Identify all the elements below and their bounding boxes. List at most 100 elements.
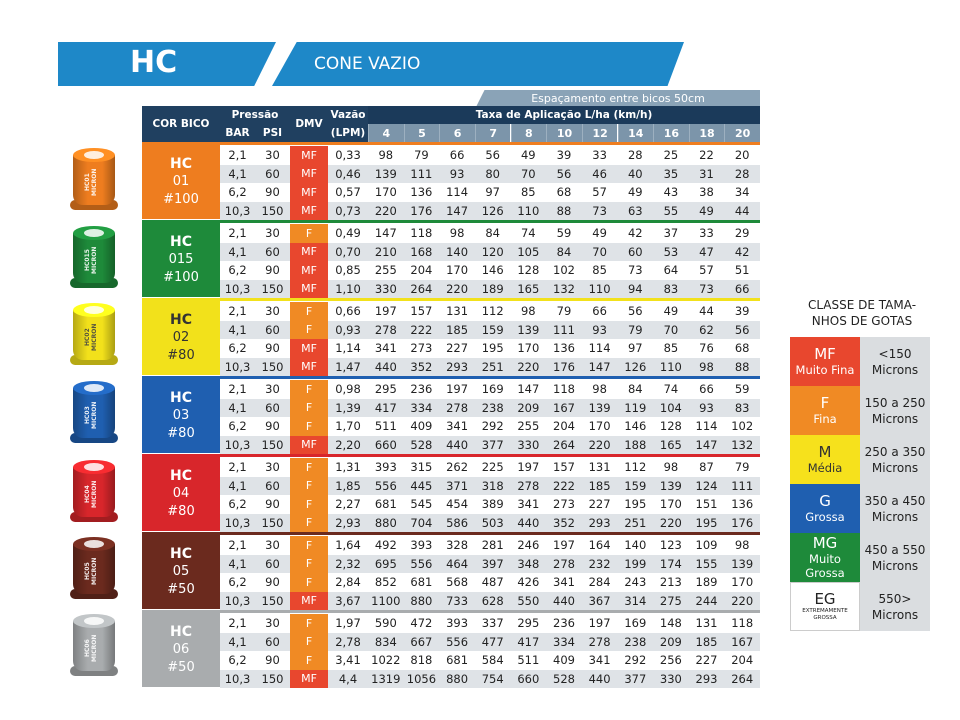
rate-cell: 146: [624, 419, 647, 434]
pressure-psi: 30: [265, 616, 280, 631]
rate-cell: 170: [659, 497, 682, 512]
legend-class: MF Muito Fina: [790, 337, 860, 386]
rate-cell: 586: [446, 515, 469, 530]
nozzle-body: [73, 467, 115, 517]
rate-cell: 38: [699, 185, 714, 200]
nozzle-01-icon: HC01 MICRON: [70, 148, 118, 212]
rate-cell: 40: [627, 166, 643, 181]
rate-cell: 98: [699, 359, 714, 374]
rate-cell: 492: [374, 538, 397, 553]
nozzle-code-03: HC 03 #80: [142, 379, 220, 453]
rate-cell: 49: [592, 226, 607, 241]
rate-cell: 293: [588, 515, 611, 530]
pressure-bar: 2,1: [228, 538, 247, 553]
header-speed-4: 4: [368, 124, 404, 142]
rate-cell: 56: [556, 166, 572, 181]
rate-cell: 417: [374, 400, 397, 415]
rate-cell: 330: [374, 281, 397, 296]
rate-cell: 169: [624, 616, 647, 631]
rate-cell: 528: [410, 437, 433, 452]
rate-cell: 550: [517, 593, 540, 608]
rate-cell: 1022: [371, 653, 401, 668]
rate-cell: 389: [481, 497, 504, 512]
table-row: 2,1 30 F 0,66 197 157 131 112 98 79 66 56 49 44 39: [220, 302, 760, 321]
rate-cell: 146: [481, 263, 504, 278]
table-row: 2,1 30 F 1,97 590 472 393 337 295 236 197 169 148 131…: [220, 614, 760, 633]
flow-lpm: 0,93: [335, 322, 361, 337]
rate-cell: 293: [695, 671, 718, 686]
pressure-psi: 30: [265, 226, 280, 241]
dmv-badge: F: [290, 513, 328, 532]
nozzle-size: 03: [172, 407, 190, 423]
rate-cell: 111: [731, 478, 754, 493]
flow-lpm: 1,47: [335, 359, 361, 374]
pressure-bar: 10,3: [224, 593, 251, 608]
rate-cell: 55: [663, 203, 679, 218]
rate-cell: 114: [588, 341, 611, 356]
rate-cell: 20: [734, 148, 750, 163]
pressure-bar: 4,1: [228, 322, 247, 337]
nozzle-series: HC: [170, 155, 192, 172]
pressure-bar: 2,1: [228, 226, 247, 241]
rate-cell: 70: [520, 166, 536, 181]
rate-cell: 84: [627, 382, 643, 397]
nozzle-orifice: [84, 384, 104, 392]
nozzle-rim: [70, 512, 118, 522]
legend-name: EXTREMAMENTE GROSSA: [802, 608, 848, 621]
rate-cell: 1319: [371, 671, 401, 686]
rate-cell: 42: [734, 244, 750, 259]
rate-cell: 165: [659, 437, 682, 452]
pressure-bar: 6,2: [228, 497, 247, 512]
nozzle-mesh: #80: [167, 347, 195, 363]
legend-item-g: G Grossa 350 a 450 Microns: [790, 484, 930, 534]
rate-cell: 220: [517, 359, 540, 374]
flow-lpm: 0,85: [335, 263, 361, 278]
rate-cell: 128: [517, 263, 540, 278]
dmv-badge: F: [290, 302, 328, 321]
rate-cell: 236: [553, 616, 575, 631]
nozzle-rim: [70, 200, 118, 210]
rate-cell: 371: [446, 478, 469, 493]
rate-cell: 167: [553, 400, 575, 415]
legend-range-unit: Microns: [871, 607, 919, 622]
rate-cell: 84: [485, 226, 500, 241]
pressure-psi: 150: [261, 515, 284, 530]
dmv-badge: MF: [290, 261, 328, 280]
rate-cell: 88: [734, 359, 750, 374]
rate-cell: 170: [446, 263, 469, 278]
rate-cell: 440: [374, 359, 397, 374]
legend-class: MG Muito Grossa: [790, 533, 860, 582]
rate-cell: 275: [659, 593, 682, 608]
rate-cell: 83: [663, 281, 679, 296]
table-row: 4,1 60 F 0,93 278 222 185 159 139 111 93 79 70 62 56: [220, 320, 760, 339]
pressure-psi: 60: [265, 478, 280, 493]
nozzle-series: HC: [170, 545, 192, 562]
pressure-bar: 2,1: [228, 616, 247, 631]
header-vazao: Vazão: [328, 106, 368, 124]
legend-range-value: 350 a 450: [864, 493, 926, 508]
nozzle-series: HC: [170, 467, 192, 484]
pressure-bar: 6,2: [228, 653, 247, 668]
table-row: 4,1 60 MF 0,70 210 168 140 120 105 84 70 60 53 47 42: [220, 242, 760, 261]
rate-cell: 39: [556, 148, 572, 163]
rate-cell: 278: [588, 634, 611, 649]
rate-cell: 119: [624, 400, 647, 415]
nozzle-size: 01: [172, 173, 190, 189]
flow-lpm: 0,98: [335, 382, 361, 397]
rate-cell: 195: [624, 497, 647, 512]
rate-cell: 139: [517, 322, 540, 337]
pressure-psi: 90: [265, 341, 280, 356]
rate-cell: 47: [699, 244, 714, 259]
flow-lpm: 1,70: [335, 419, 361, 434]
pressure-bar: 4,1: [228, 166, 247, 181]
header-pressao: Pressão: [220, 106, 290, 124]
table-row: 2,1 30 F 1,31 393 315 262 225 197 157 131 112 98 87 79: [220, 458, 760, 477]
rate-cell: 136: [731, 497, 754, 512]
rate-cell: 238: [624, 634, 647, 649]
rate-cell: 590: [374, 616, 397, 631]
dmv-badge: F: [290, 554, 328, 573]
nozzle-label: HC01 MICRON: [84, 168, 98, 196]
rate-cell: 28: [734, 166, 750, 181]
table-row: 6,2 90 F 2,27 681 545 454 389 341 273 227 195 170 151…: [220, 495, 760, 514]
rate-cell: 314: [624, 593, 647, 608]
